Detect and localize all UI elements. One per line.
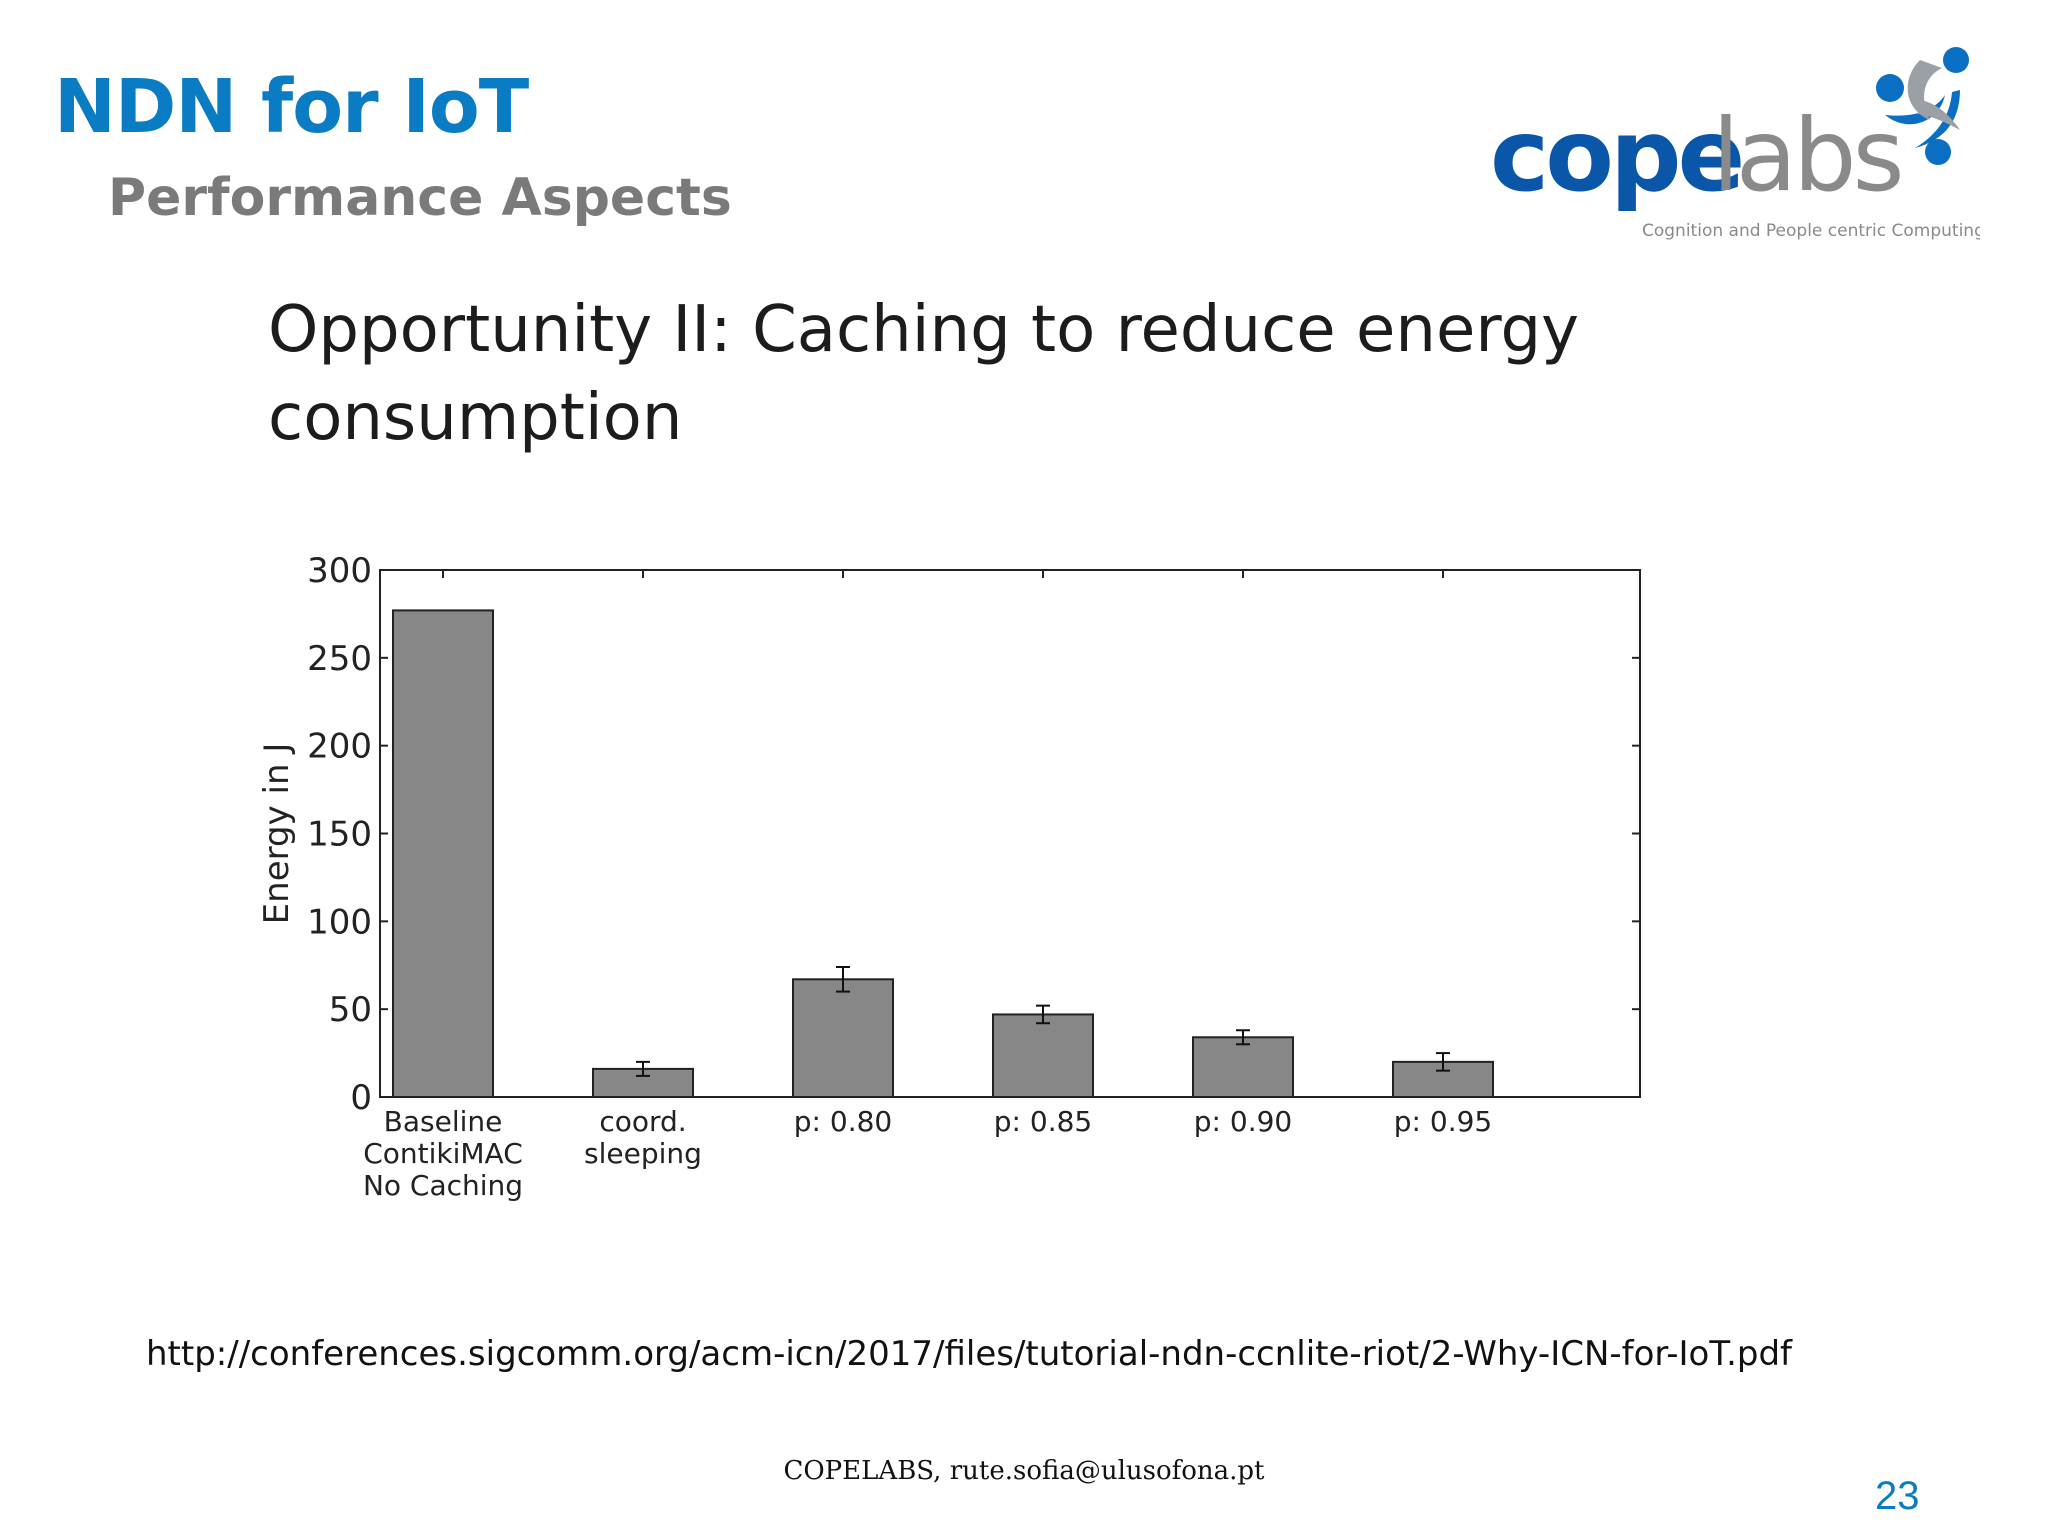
logo-text-cope: cope bbox=[1490, 97, 1741, 214]
y-tick-label: 200 bbox=[307, 727, 372, 767]
y-tick-label: 150 bbox=[307, 815, 372, 855]
x-tick-label: Baseline bbox=[384, 1105, 503, 1138]
logo-mark-icon bbox=[1876, 47, 1969, 165]
y-tick-label: 100 bbox=[307, 902, 372, 942]
y-tick-label: 50 bbox=[329, 990, 372, 1030]
y-tick-label: 0 bbox=[350, 1078, 372, 1118]
source-url-link[interactable]: http://conferences.sigcomm.org/acm-icn/2… bbox=[146, 1334, 1793, 1374]
slide-heading-line-2: consumption bbox=[268, 381, 683, 455]
copelabs-logo: cope labs Cognition and People centric C… bbox=[1490, 47, 1980, 241]
x-tick-label: p: 0.80 bbox=[794, 1105, 892, 1138]
bar bbox=[792, 978, 894, 1099]
x-tick-label: ContikiMAC bbox=[363, 1137, 523, 1170]
x-tick-label: coord. bbox=[599, 1105, 686, 1138]
bar bbox=[992, 1013, 1094, 1099]
x-tick-label: p: 0.85 bbox=[994, 1105, 1092, 1138]
logo-tagline: Cognition and People centric Computing L… bbox=[1642, 221, 1980, 241]
y-tick-label: 250 bbox=[307, 639, 372, 679]
x-tick-label: No Caching bbox=[363, 1169, 523, 1202]
bar bbox=[392, 609, 494, 1099]
x-tick-label: p: 0.95 bbox=[1394, 1105, 1492, 1138]
bar bbox=[1192, 1036, 1294, 1098]
energy-bar-chart: 0 50 100 150 200 250 300 Energy in J BaselineCon… bbox=[257, 551, 1641, 1202]
footer-text: COPELABS, rute.sofia@ulusofona.pt bbox=[783, 1456, 1265, 1486]
x-tick-label: p: 0.90 bbox=[1194, 1105, 1292, 1138]
slide-title: NDN for IoT bbox=[54, 64, 529, 150]
y-axis-label: Energy in J bbox=[257, 743, 297, 925]
slide-heading: Opportunity II: Caching to reduce energy… bbox=[268, 286, 1668, 462]
slide-subtitle: Performance Aspects bbox=[108, 168, 732, 228]
logo-text-labs: labs bbox=[1712, 97, 1901, 214]
slide-heading-line-1: Opportunity II: Caching to reduce energy bbox=[268, 293, 1579, 367]
x-tick-label: sleeping bbox=[584, 1137, 702, 1170]
y-tick-label: 300 bbox=[307, 551, 372, 591]
page-number: 23 bbox=[1875, 1474, 1920, 1518]
